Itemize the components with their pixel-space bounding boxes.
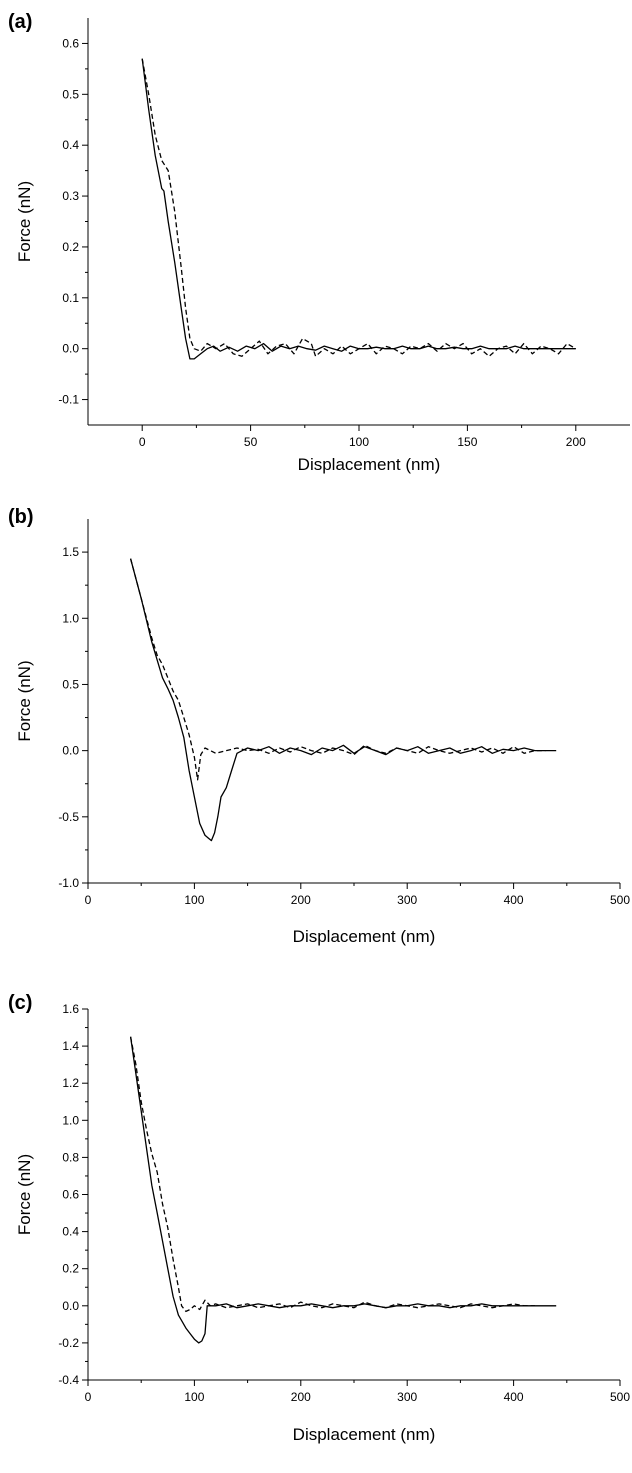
x-tick-label: 200 [291,1390,311,1404]
x-tick-label: 150 [457,435,477,449]
y-tick-label: -0.5 [58,810,79,824]
y-tick-label: 1.0 [62,1113,79,1127]
x-axis-label: Displacement (nm) [293,927,436,946]
y-tick-label: -1.0 [58,876,79,890]
chart-panel-b: 0 100 200 300 400 500 -1.0 -0.5 0.0 0.5 1.0 1.5 (b) D… [8,506,630,946]
chart-panel-a: 0 50 100 150 200 -0.1 0.0 0.1 0.2 0.3 0.4 0.5 0.6 (a)… [8,11,630,474]
y-tick-label: 0.2 [62,240,79,254]
y-tick-label: 1.5 [62,545,79,559]
y-tick-label: -0.1 [58,393,79,407]
x-axis-label: Displacement (nm) [293,1425,436,1444]
x-tick-label: 400 [504,1390,524,1404]
x-tick-label: 50 [244,435,258,449]
y-tick-label: 0.5 [62,677,79,691]
dashed-series-line [129,1036,535,1313]
panel-label: (c) [8,992,32,1014]
y-tick-label: 0.2 [62,1262,79,1276]
panel-label: (b) [8,506,34,528]
x-tick-label: 0 [85,893,92,907]
y-tick-label: 0.0 [62,1299,79,1313]
y-tick-label: 1.0 [62,611,79,625]
y-axis-label: Force (nN) [15,660,34,741]
x-tick-label: 0 [139,435,146,449]
x-tick-label: 300 [397,1390,417,1404]
x-tick-label: 100 [184,1390,204,1404]
y-tick-label: 0.4 [62,138,79,152]
panel-label: (a) [8,11,32,33]
solid-series-line [129,1036,557,1344]
y-tick-label: 0.1 [62,291,79,305]
y-tick-label: 0.5 [62,87,79,101]
y-tick-label: 1.4 [62,1039,79,1053]
y-tick-label: 1.6 [62,1002,79,1016]
x-tick-label: 500 [610,893,630,907]
x-tick-label: 200 [291,893,311,907]
y-tick-label: 0.6 [62,36,79,50]
y-tick-label: 0.0 [62,342,79,356]
y-tick-label: 0.3 [62,189,79,203]
chart-panel-c: 0 100 200 300 400 500 -0.4 -0.2 0.0 0.2 0.4 0.6 0.8 1… [8,992,630,1444]
x-tick-label: 100 [349,435,369,449]
y-tick-label: 0.4 [62,1225,79,1239]
x-axis-label: Displacement (nm) [298,455,441,474]
y-tick-label: -0.4 [58,1373,79,1387]
x-tick-label: 400 [504,893,524,907]
solid-series-line [141,58,576,360]
solid-series-line [129,558,557,842]
dashed-series-line [129,558,546,781]
y-tick-label: 1.2 [62,1076,79,1090]
y-axis-label: Force (nN) [15,181,34,262]
y-tick-label: -0.2 [58,1336,79,1350]
y-tick-label: 0.6 [62,1188,79,1202]
dashed-series-line [141,58,577,357]
y-tick-label: 0.8 [62,1150,79,1164]
y-tick-label: 0.0 [62,744,79,758]
y-axis-label: Force (nN) [15,1154,34,1235]
x-tick-label: 500 [610,1390,630,1404]
x-tick-label: 100 [184,893,204,907]
x-tick-label: 200 [566,435,586,449]
x-tick-label: 300 [397,893,417,907]
x-tick-label: 0 [85,1390,92,1404]
